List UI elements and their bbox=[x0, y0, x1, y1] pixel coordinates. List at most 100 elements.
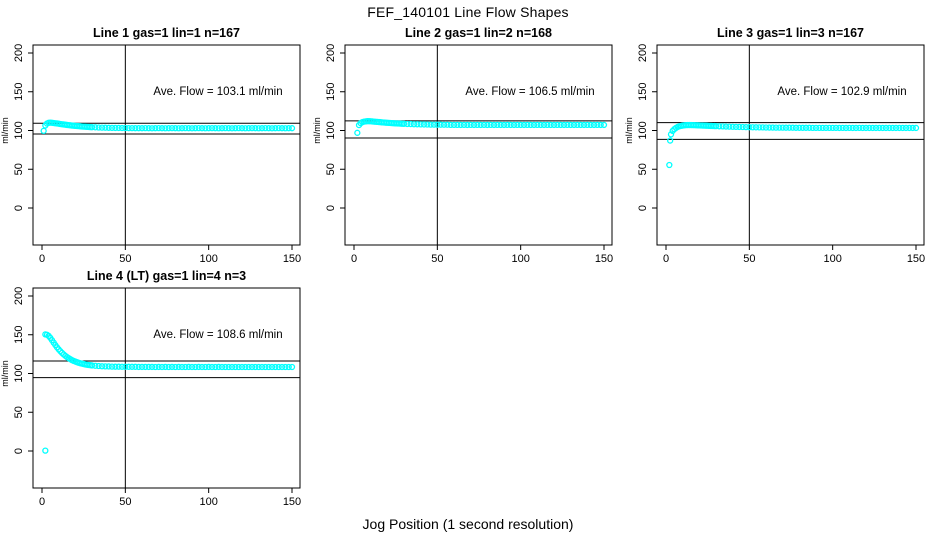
data-point bbox=[285, 363, 292, 371]
x-tick-label: 50 bbox=[743, 253, 755, 265]
data-point bbox=[42, 447, 49, 454]
data-point bbox=[172, 363, 179, 371]
x-tick-label: 0 bbox=[663, 253, 669, 265]
data-point bbox=[118, 124, 126, 132]
data-point bbox=[739, 123, 746, 131]
data-point bbox=[175, 363, 182, 371]
y-axis-title: ml/min bbox=[0, 117, 10, 144]
data-point bbox=[544, 121, 551, 128]
data-point bbox=[882, 124, 890, 132]
data-point bbox=[580, 121, 588, 129]
data-point bbox=[95, 124, 102, 131]
data-point bbox=[152, 125, 159, 132]
data-point bbox=[567, 121, 574, 129]
data-point bbox=[772, 124, 780, 131]
subplot-title: Line 2 gas=1 lin=2 n=168 bbox=[405, 26, 552, 40]
data-point bbox=[168, 124, 176, 132]
x-tick-label: 100 bbox=[511, 253, 529, 265]
data-point bbox=[88, 124, 96, 131]
data-point bbox=[667, 137, 674, 144]
data-point bbox=[195, 124, 202, 132]
data-point bbox=[115, 363, 122, 370]
data-point bbox=[507, 121, 514, 129]
data-point bbox=[235, 363, 242, 371]
data-point bbox=[842, 124, 850, 132]
data-point bbox=[527, 121, 534, 129]
data-point bbox=[424, 121, 431, 128]
data-point bbox=[437, 121, 444, 128]
data-point bbox=[98, 363, 106, 370]
data-point bbox=[57, 348, 64, 355]
data-point bbox=[168, 363, 176, 371]
data-point bbox=[128, 363, 136, 370]
data-point bbox=[726, 123, 733, 130]
x-tick-label: 50 bbox=[119, 496, 131, 508]
data-point bbox=[434, 121, 441, 128]
x-tick-label: 150 bbox=[283, 253, 301, 265]
data-point bbox=[594, 121, 601, 128]
data-point bbox=[474, 121, 481, 128]
data-point bbox=[782, 124, 790, 131]
data-point bbox=[212, 363, 219, 371]
data-point bbox=[537, 121, 544, 129]
data-point bbox=[896, 124, 903, 132]
data-point bbox=[912, 124, 920, 132]
data-point bbox=[517, 121, 524, 129]
data-point bbox=[142, 363, 149, 371]
y-tick-label: 100 bbox=[13, 364, 25, 382]
data-point bbox=[427, 121, 434, 128]
data-point bbox=[108, 363, 116, 370]
plot-box bbox=[32, 44, 301, 246]
data-point bbox=[218, 125, 226, 132]
data-point bbox=[769, 124, 776, 131]
data-point bbox=[839, 124, 846, 132]
data-point bbox=[550, 121, 558, 129]
ave-flow-annotation: Ave. Flow = 106.5 ml/min bbox=[465, 86, 594, 98]
data-point bbox=[285, 125, 292, 132]
data-point bbox=[812, 124, 820, 132]
data-point bbox=[98, 124, 106, 131]
data-point bbox=[118, 363, 126, 370]
plot-box bbox=[344, 44, 613, 246]
data-point bbox=[490, 121, 498, 129]
y-tick-label: 200 bbox=[637, 44, 649, 62]
data-point bbox=[886, 124, 893, 132]
data-point bbox=[135, 125, 142, 132]
data-point bbox=[540, 121, 548, 129]
data-point bbox=[736, 123, 743, 131]
x-tick-label: 100 bbox=[199, 253, 217, 265]
data-point bbox=[162, 125, 169, 132]
data-point bbox=[155, 363, 162, 371]
data-point bbox=[716, 123, 723, 130]
data-point bbox=[252, 125, 259, 132]
data-point bbox=[222, 363, 229, 371]
data-point bbox=[258, 125, 266, 132]
data-point bbox=[228, 363, 236, 371]
data-point bbox=[188, 125, 196, 132]
data-point bbox=[178, 363, 186, 371]
data-point bbox=[192, 125, 199, 132]
data-point bbox=[212, 125, 219, 132]
x-tick-label: 0 bbox=[39, 496, 45, 508]
plot-box bbox=[32, 287, 301, 489]
data-point bbox=[198, 363, 206, 371]
data-point bbox=[849, 124, 856, 132]
data-point bbox=[909, 124, 916, 132]
data-point bbox=[218, 363, 226, 371]
data-point bbox=[590, 121, 598, 129]
data-point bbox=[198, 125, 206, 132]
data-point bbox=[195, 363, 202, 371]
data-point bbox=[899, 124, 906, 132]
data-point bbox=[749, 124, 756, 131]
data-point bbox=[268, 125, 276, 132]
y-tick-label: 0 bbox=[13, 205, 25, 211]
x-tick-label: 50 bbox=[119, 253, 131, 265]
data-point bbox=[122, 363, 129, 370]
data-point bbox=[202, 125, 209, 132]
data-point bbox=[225, 363, 232, 371]
data-point bbox=[288, 125, 296, 132]
data-point bbox=[892, 124, 900, 132]
data-point bbox=[242, 125, 249, 132]
data-point bbox=[600, 121, 608, 129]
data-point bbox=[145, 363, 152, 371]
